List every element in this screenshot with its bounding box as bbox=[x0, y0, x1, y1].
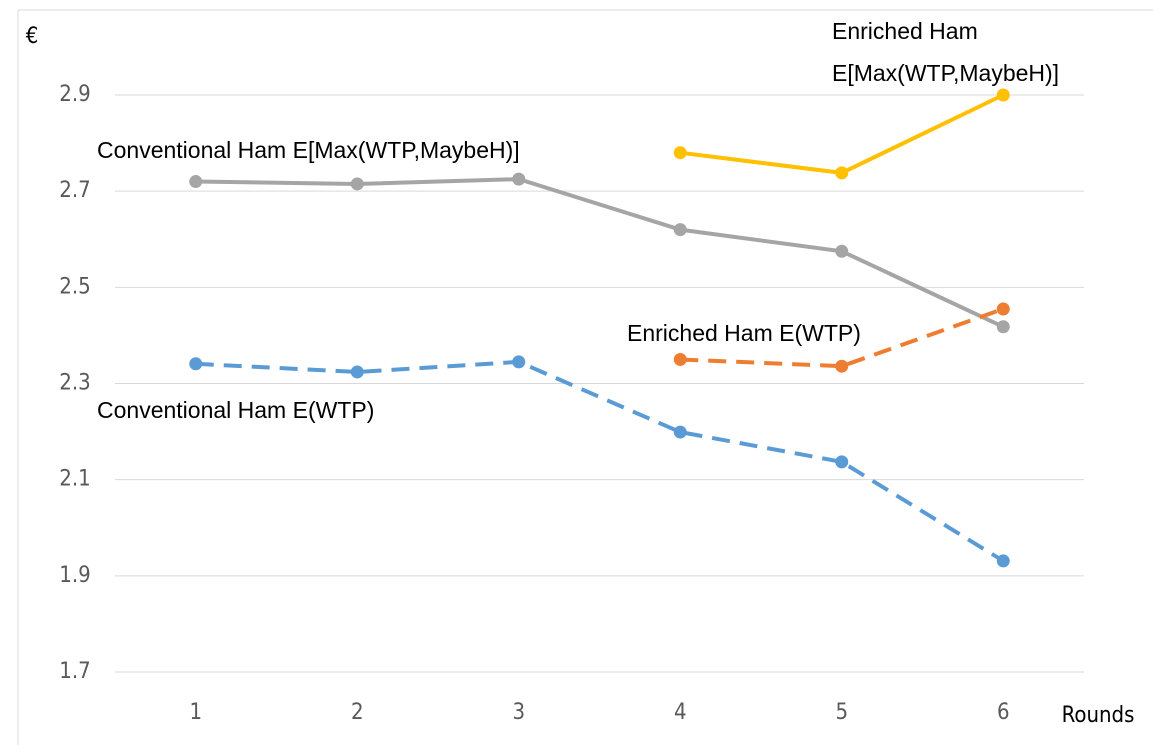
data-point bbox=[673, 223, 687, 237]
data-point bbox=[835, 359, 849, 373]
data-point bbox=[835, 244, 849, 258]
x-tick-label: 3 bbox=[512, 700, 525, 725]
data-point bbox=[996, 554, 1010, 568]
series-label: Conventional Ham E(WTP) bbox=[97, 397, 375, 423]
x-tick-label: 4 bbox=[674, 700, 687, 725]
x-tick-label: 6 bbox=[997, 700, 1010, 725]
data-point bbox=[673, 146, 687, 160]
series-line bbox=[680, 93, 1005, 175]
y-tick-label: 2.7 bbox=[59, 178, 90, 203]
x-tick-label: 5 bbox=[835, 700, 848, 725]
data-point bbox=[512, 172, 526, 186]
data-point bbox=[189, 175, 203, 189]
y-tick-label: 2.1 bbox=[59, 467, 90, 492]
data-point bbox=[673, 425, 687, 439]
series-label: Enriched Ham E(WTP) bbox=[627, 320, 861, 346]
x-axis-label: Rounds bbox=[1062, 703, 1135, 728]
y-tick-label: 1.7 bbox=[59, 659, 90, 684]
y-tick-label: 2.9 bbox=[59, 82, 90, 107]
y-tick-label: 1.9 bbox=[59, 563, 90, 588]
series-label: Enriched Ham E[Max(WTP,MaybeH)] bbox=[832, 18, 1060, 86]
data-point bbox=[835, 455, 849, 469]
x-tick-label: 1 bbox=[189, 700, 202, 725]
data-point bbox=[673, 352, 687, 366]
data-point bbox=[996, 88, 1010, 102]
data-point bbox=[835, 166, 849, 180]
y-axis-label: € bbox=[26, 24, 39, 49]
data-point bbox=[350, 177, 364, 191]
series-label: Conventional Ham E[Max(WTP,MaybeH)] bbox=[97, 137, 520, 163]
y-tick-label: 2.5 bbox=[59, 274, 90, 299]
series-line bbox=[195, 177, 1005, 329]
x-tick-label: 2 bbox=[351, 700, 364, 725]
data-point bbox=[996, 320, 1010, 334]
data-point bbox=[189, 357, 203, 371]
data-point bbox=[512, 355, 526, 369]
data-point bbox=[350, 365, 364, 379]
data-point bbox=[996, 302, 1010, 316]
y-tick-label: 2.3 bbox=[59, 371, 90, 396]
